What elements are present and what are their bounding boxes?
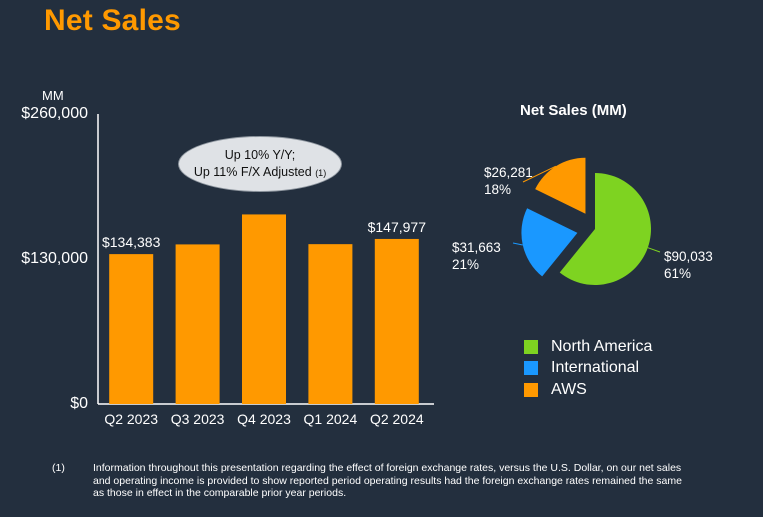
legend-item-aws: AWS [524, 379, 652, 401]
pie-value-international: $31,663 [452, 240, 501, 255]
y-tick-label-130000: $130,000 [21, 250, 88, 267]
growth-callout-line-2: Up 11% F/X Adjusted (1) [193, 164, 327, 179]
pie-percent-international: 21% [452, 257, 480, 272]
x-tick-label-q2-2023: Q2 2023 [104, 411, 158, 427]
x-tick-label-q1-2024: Q1 2024 [304, 411, 358, 427]
leader-line-north-america [647, 247, 661, 253]
pie-label-international: $31,663 21% [452, 239, 501, 273]
pie-slice-north-america [559, 173, 651, 285]
x-tick-label-q4-2023: Q4 2023 [237, 411, 291, 427]
legend-label-aws: AWS [551, 380, 587, 398]
legend-item-north-america: North America [524, 336, 652, 358]
pie-legend: North America International AWS [524, 336, 652, 401]
pie-label-north-america: $90,033 61% [664, 248, 713, 282]
data-label-q2-2024: $147,977 [368, 219, 427, 235]
data-label-q2-2023: $134,383 [102, 234, 161, 250]
legend-label-international: International [551, 359, 640, 377]
bar-q2-2024 [374, 238, 419, 404]
pie-chart-title: Net Sales (MM) [520, 102, 627, 119]
pie-label-aws: $26,281 18% [484, 164, 533, 198]
footnote-text: Information throughout this presentation… [93, 462, 682, 499]
pie-slice-international [521, 208, 578, 277]
pie-percent-aws: 18% [484, 182, 512, 197]
x-tick-label-q3-2023: Q3 2023 [171, 411, 225, 427]
legend-label-north-america: North America [551, 337, 653, 355]
pie-value-aws: $26,281 [484, 165, 533, 180]
pie-slice-aws [535, 157, 586, 214]
bar-q2-2023 [109, 254, 154, 404]
legend-swatch-north-america [524, 339, 538, 354]
y-tick-label-260000: $260,000 [21, 105, 88, 122]
footnote-reference: (1) [315, 167, 327, 178]
page-title: Net Sales [44, 4, 181, 37]
legend-swatch-aws [524, 382, 538, 397]
bar-q3-2023 [175, 244, 220, 404]
y-tick-label-0: $0 [70, 395, 88, 412]
x-tick-label-q2-2024: Q2 2024 [370, 411, 424, 427]
legend-item-international: International [524, 358, 652, 380]
bar-q1-2024 [308, 244, 353, 404]
leader-line-aws [522, 165, 557, 183]
footnote-number: (1) [52, 462, 65, 474]
growth-callout: Up 10% Y/Y; Up 11% F/X Adjusted (1) [178, 136, 342, 192]
growth-callout-line-1: Up 10% Y/Y; [224, 147, 296, 162]
legend-swatch-international [524, 361, 538, 376]
leader-line-international [512, 242, 523, 246]
bar-q4-2023 [242, 214, 286, 404]
pie-percent-north-america: 61% [664, 266, 692, 281]
pie-value-north-america: $90,033 [664, 249, 713, 264]
y-axis-unit-label: MM [42, 88, 64, 103]
